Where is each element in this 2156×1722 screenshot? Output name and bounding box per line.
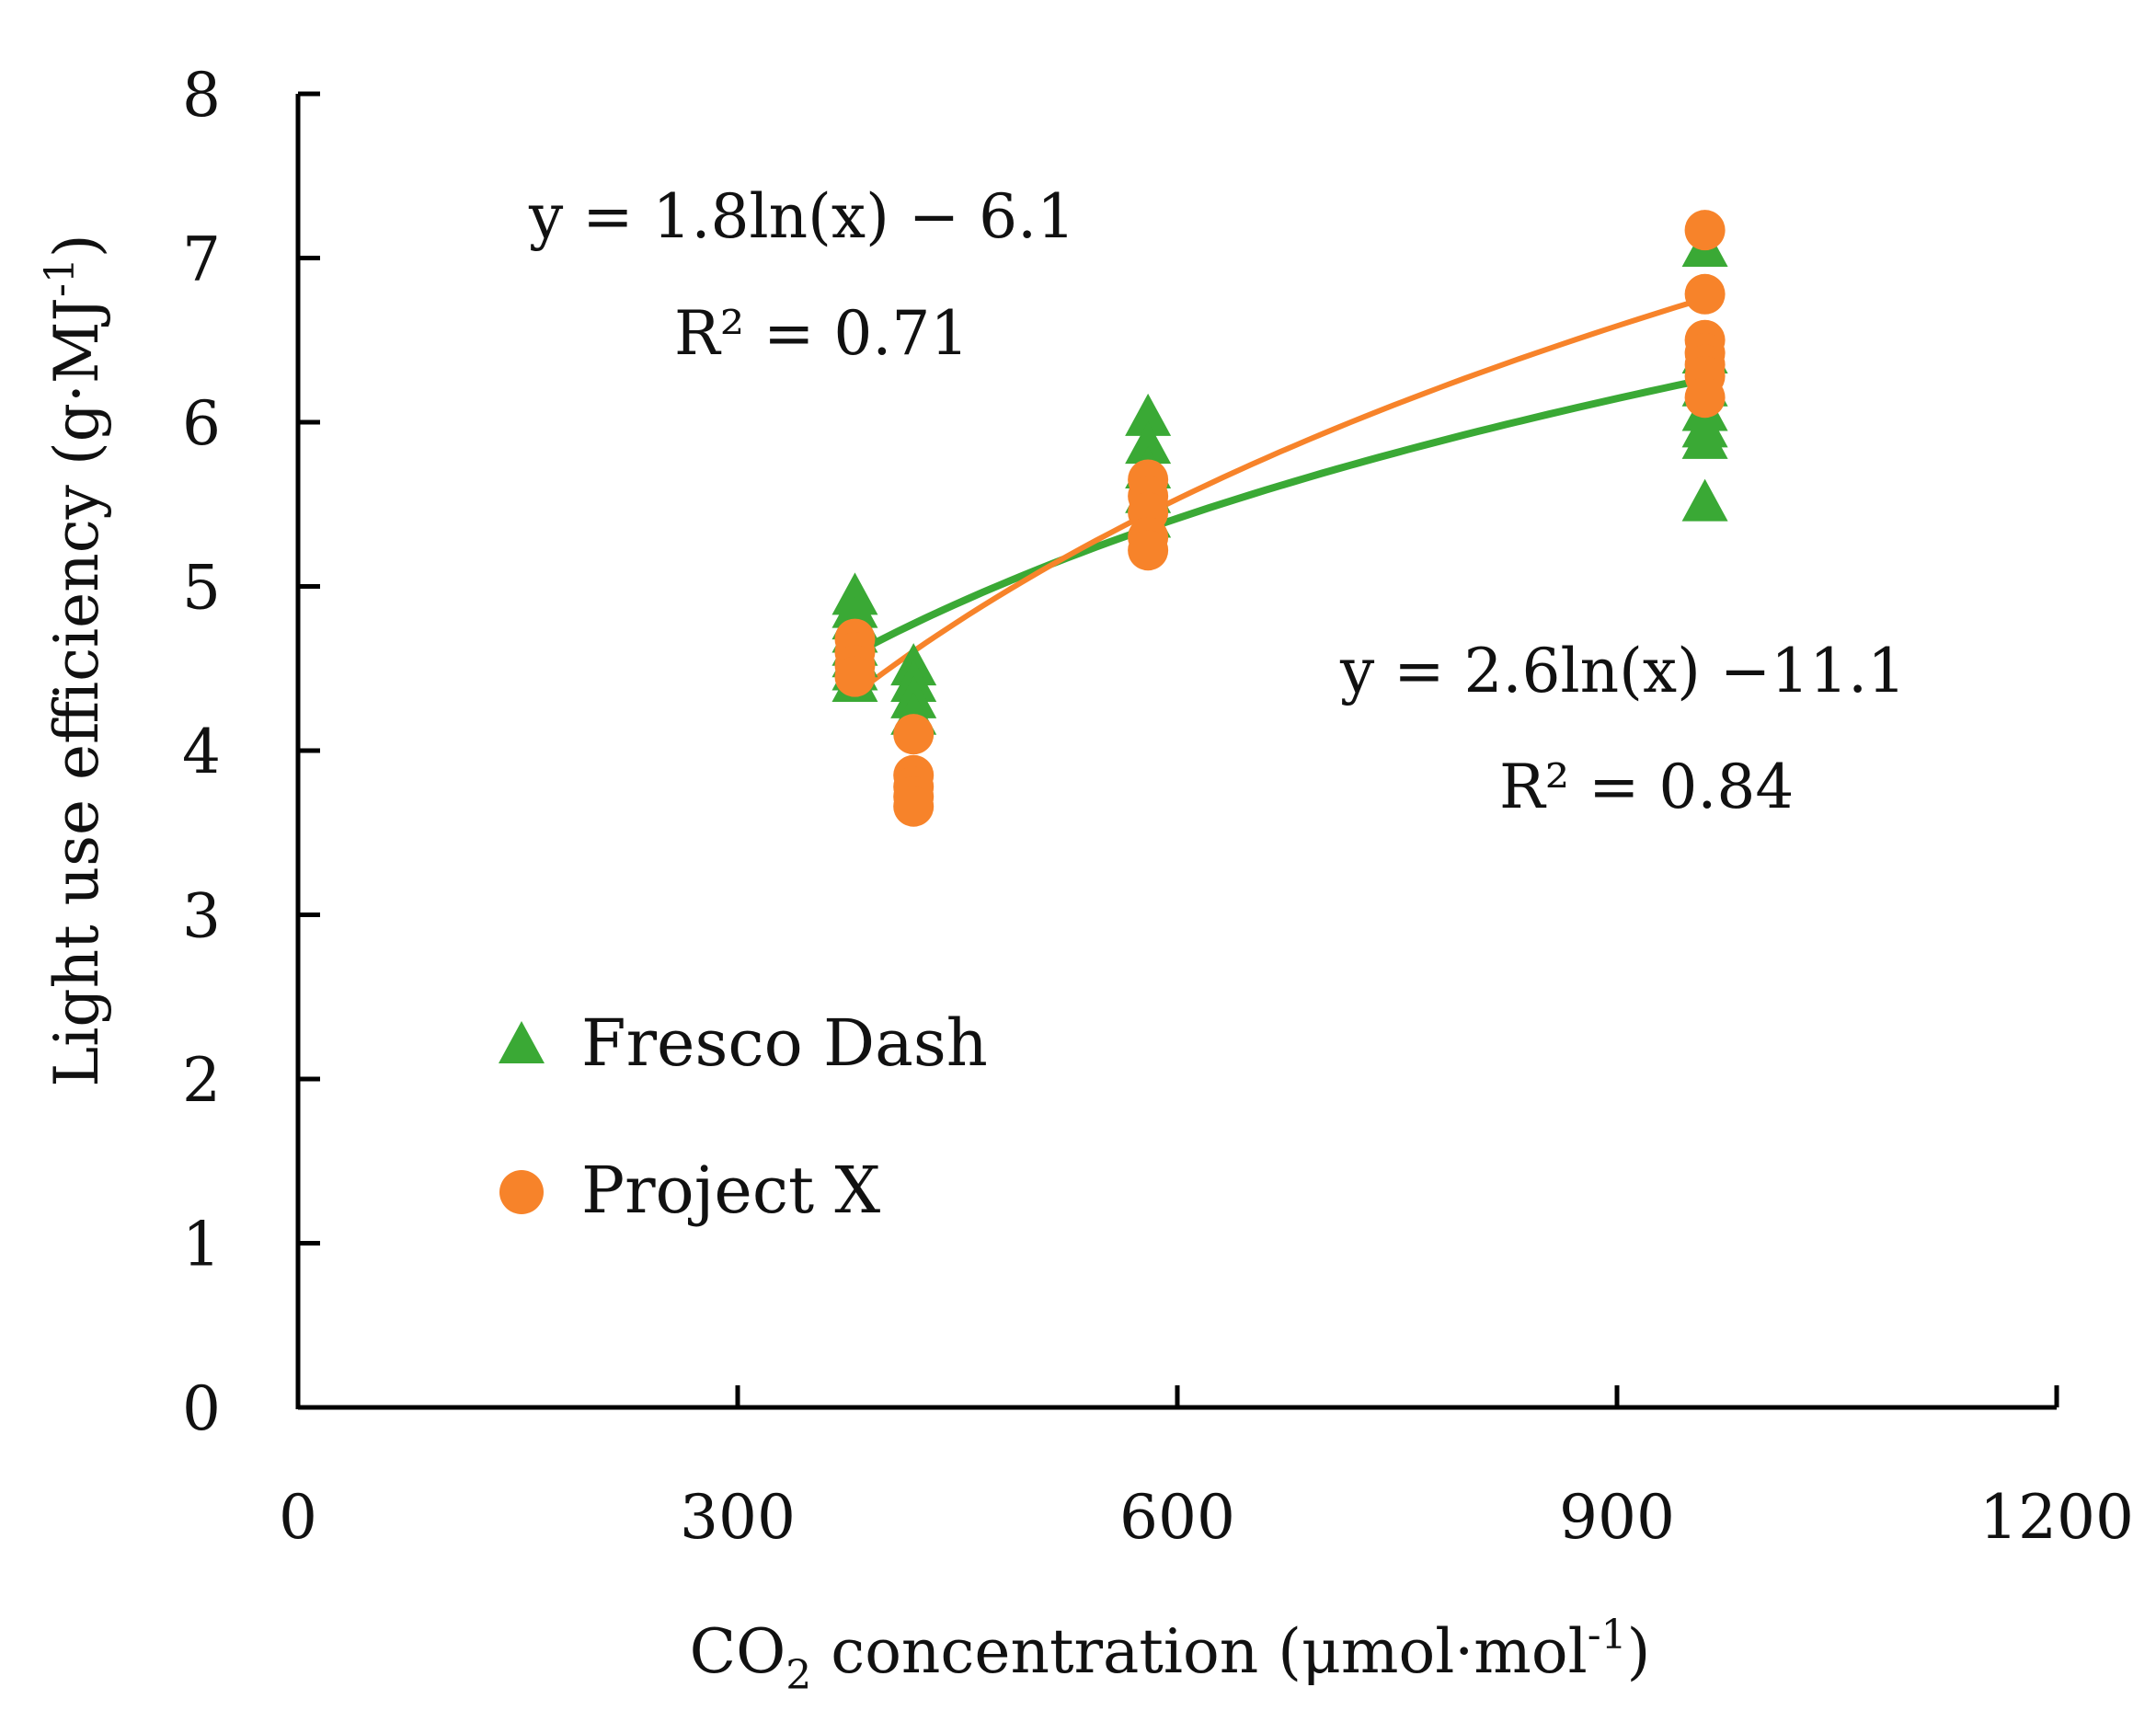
legend-projectx-label: Project X [581, 1153, 880, 1228]
y-axis-title: Light use efficiency (g·MJ-1) [37, 234, 112, 1086]
fresco-trendline [851, 375, 1709, 658]
projectx-point [1684, 210, 1726, 251]
legend-fresco-label: Fresco Dash [581, 1005, 988, 1081]
legend: Fresco Dash Project X [499, 1005, 988, 1228]
x-ticks: 0 300 600 900 1200 [279, 1385, 2134, 1553]
y-tick-label: 8 [182, 60, 221, 131]
fresco-point [1681, 478, 1728, 522]
fresco-point [1125, 393, 1172, 436]
fresco-equation: y = 1.8ln(x) − 6.1 [528, 181, 1075, 252]
y-tick-label: 3 [182, 881, 221, 952]
legend-fresco-triangle-icon [499, 1021, 545, 1063]
x-tick-label: 900 [1559, 1482, 1675, 1553]
x-tick-label: 300 [680, 1482, 796, 1553]
y-tick-label: 7 [182, 224, 221, 295]
y-ticks: 0 1 2 3 4 5 6 7 8 [182, 60, 320, 1444]
projectx-trendline [852, 295, 1708, 697]
projectx-point [893, 714, 935, 755]
trendlines [851, 295, 1709, 697]
x-tick-label: 0 [279, 1482, 317, 1553]
projectx-point [893, 786, 935, 827]
projectx-point [1684, 377, 1726, 419]
projectx-equation: y = 2.6ln(x) −11.1 [1339, 636, 1906, 706]
projectx-point [834, 656, 876, 697]
y-tick-label: 0 [182, 1373, 221, 1444]
data-points [831, 210, 1728, 827]
fresco-point [1125, 421, 1172, 465]
x-tick-label: 600 [1119, 1482, 1235, 1553]
legend-projectx-circle-icon [499, 1170, 544, 1214]
projectx-r2: R² = 0.84 [1499, 752, 1794, 822]
projectx-point [1684, 273, 1726, 315]
y-tick-label: 1 [182, 1210, 221, 1280]
x-tick-label: 1200 [1979, 1482, 2134, 1553]
y-tick-label: 2 [182, 1045, 221, 1116]
fresco-r2: R² = 0.71 [674, 298, 969, 369]
fresco-point [1681, 416, 1728, 459]
x-axis-title: CO2 concentration (μmol·mol-1) [690, 1612, 1651, 1699]
projectx-point [1128, 530, 1169, 571]
y-tick-label: 5 [182, 553, 221, 624]
y-tick-label: 6 [182, 388, 221, 459]
y-tick-label: 4 [182, 717, 221, 787]
